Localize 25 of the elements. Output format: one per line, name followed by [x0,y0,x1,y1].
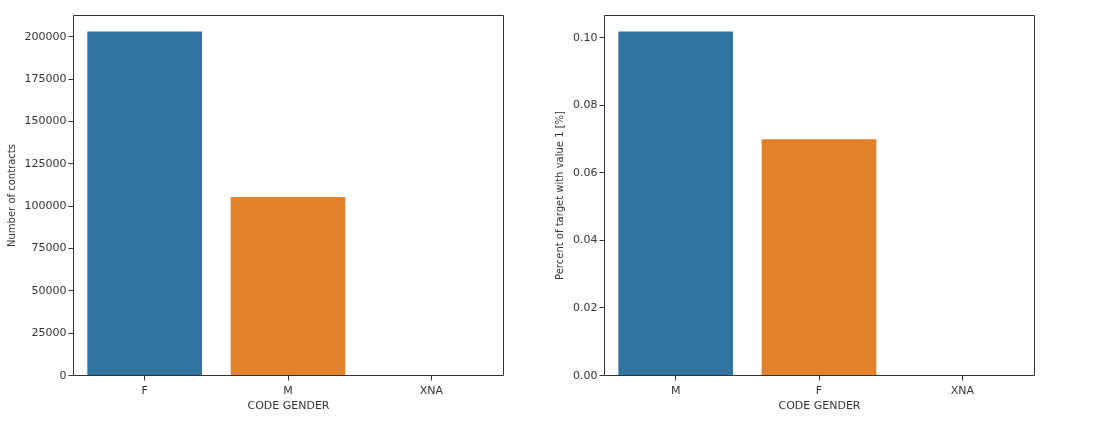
y-tick-label: 100000 [24,199,67,213]
y-tick-label: 0.06 [573,165,598,179]
x-tick-label: F [141,383,148,397]
y-tick-label: 0.10 [573,30,598,44]
x-tick-label: M [283,383,293,397]
y-tick-label: 0 [59,368,67,382]
y-tick-label: 150000 [24,114,67,128]
y-axis-title: Number of contracts [5,144,17,247]
y-tick-label: 0.00 [573,368,598,382]
y-tick-label: 0.02 [573,300,598,314]
x-axis-title: CODE GENDER [778,398,861,412]
y-tick-label: 0.04 [573,233,598,247]
y-axis-title: Percent of target with value 1 [%] [554,110,566,280]
x-tick-label: XNA [419,383,444,397]
x-axis-title: CODE GENDER [247,398,330,412]
x-tick-label: M [670,383,681,397]
y-tick-label: 175000 [24,72,67,86]
x-tick-label: F [815,383,823,397]
y-tick-label: 0.08 [573,98,598,112]
y-tick-label: 50000 [31,283,67,297]
y-tick-label: 75000 [31,241,67,255]
y-tick-label: 125000 [24,156,67,170]
y-tick-label: 200000 [24,29,67,43]
y-tick-label: 25000 [31,326,67,340]
x-tick-label: XNA [950,383,975,397]
